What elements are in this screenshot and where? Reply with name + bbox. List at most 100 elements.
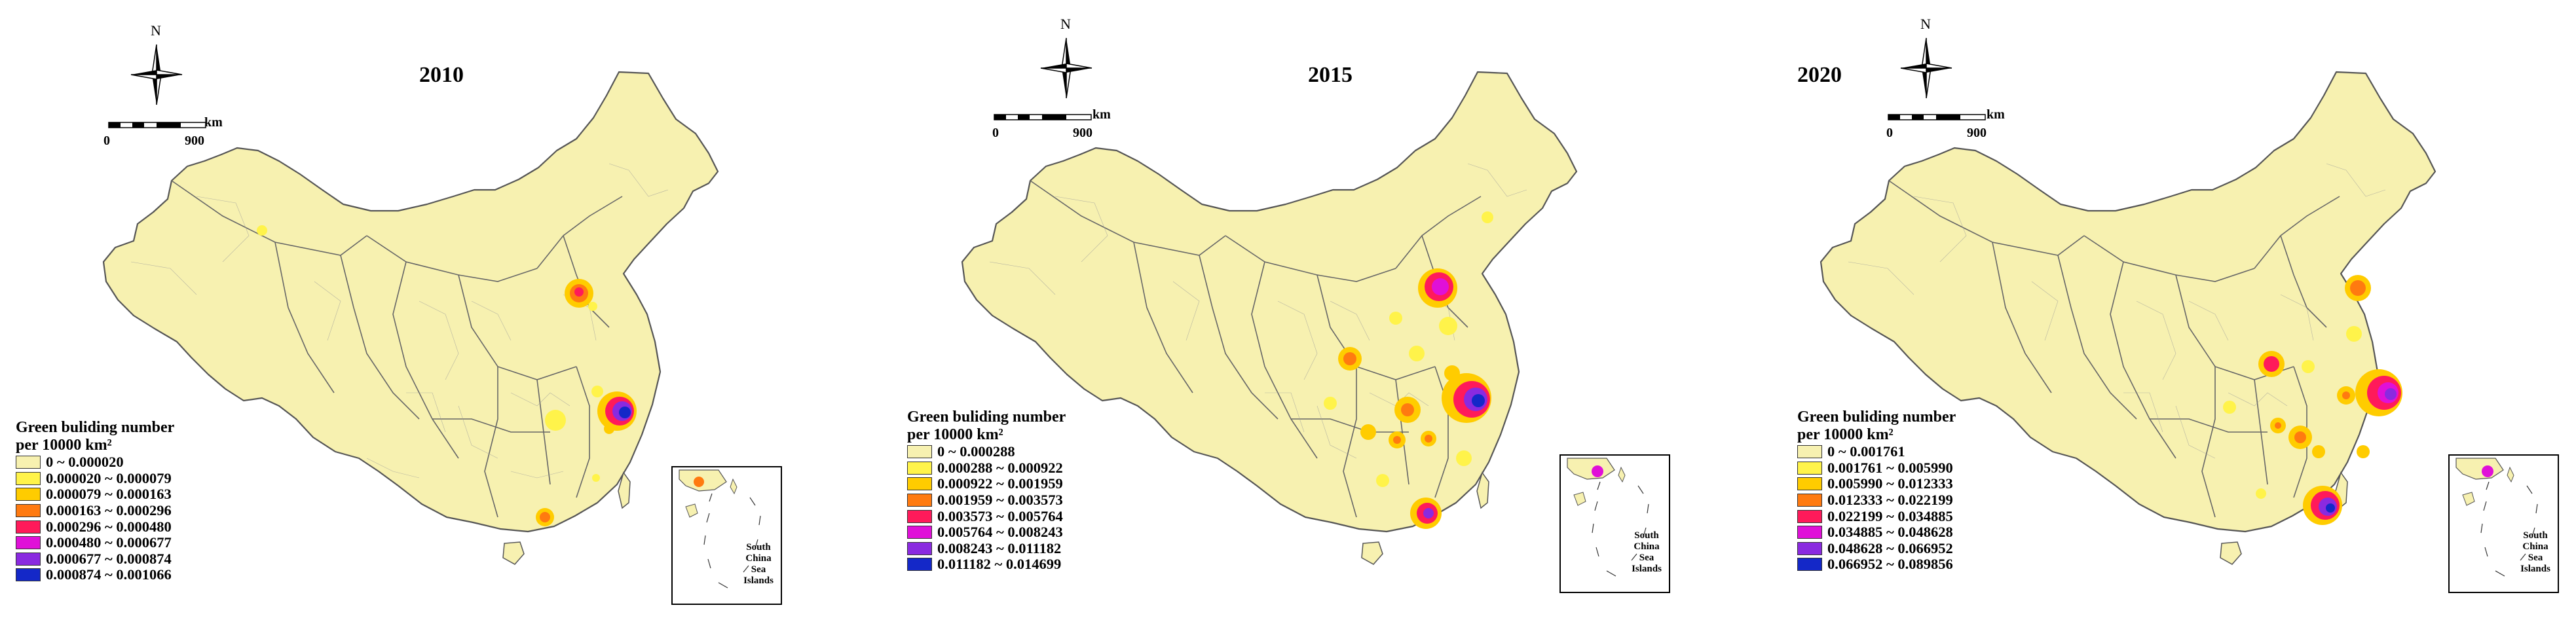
legend-item: 0.005990 ~ 0.012333 [1797, 475, 1956, 492]
legend-label: 0.000480 ~ 0.000677 [46, 534, 172, 551]
legend-swatch [907, 541, 932, 555]
inset-label-line: Islands [1632, 564, 1662, 574]
hotspot-beijing [1418, 268, 1457, 308]
scale-max: 900 [1967, 126, 1987, 140]
legend-label: 0 ~ 0.000020 [46, 454, 124, 471]
taiwan [618, 471, 631, 509]
inset-label-line: South [2523, 530, 2548, 541]
city-boundaries [989, 163, 1527, 459]
china-map-2020 [1820, 71, 2436, 565]
hotspot-guangzhou [536, 508, 554, 526]
legend-swatch [16, 456, 41, 469]
legend-swatch [16, 488, 41, 501]
hotspot-hefei [2337, 386, 2355, 405]
hotspot-changsha [1421, 431, 1436, 446]
legend-item: 0.022199 ~ 0.034885 [1797, 508, 1956, 524]
legend-swatch [907, 558, 932, 572]
legend-item: 0.000874 ~ 0.001066 [16, 566, 174, 583]
legend-item: 0.012333 ~ 0.022199 [1797, 492, 1956, 509]
hotspot-chengdu [2270, 418, 2286, 433]
hotspot-harbin [1482, 211, 1493, 223]
inset-map [679, 469, 761, 589]
hotspot-shanghai [597, 391, 637, 431]
china-map-2010 [102, 71, 719, 565]
hotspot-wuhan [545, 410, 566, 431]
legend-item: 0.000288 ~ 0.000922 [907, 460, 1066, 477]
scale-unit: km [204, 115, 223, 130]
inset-label-line: Sea [2528, 553, 2543, 563]
legend-swatch [1797, 526, 1822, 539]
hotspot-tianjin [588, 302, 597, 311]
legend-swatch [16, 520, 41, 534]
legend-label: 0.000922 ~ 0.001959 [937, 475, 1063, 492]
province-borders [1030, 180, 1482, 518]
inset-label-line: China [1633, 541, 1660, 552]
panel-title: 2010 [419, 63, 464, 87]
legend-label: 0.000296 ~ 0.000480 [46, 518, 172, 535]
legend-swatch [1797, 477, 1822, 491]
north-label: N [151, 22, 161, 39]
legend-swatch [1797, 494, 1822, 507]
legend-item: 0 ~ 0.000288 [907, 443, 1066, 460]
legend-swatch [16, 536, 41, 550]
scale-bar [108, 122, 206, 128]
legend-label: 0.066952 ~ 0.089856 [1827, 556, 1953, 573]
china-map-2015 [961, 71, 1578, 565]
legend-label: 0 ~ 0.000288 [937, 443, 1015, 460]
hotspot-hangzhou [604, 424, 614, 434]
city-boundaries [1848, 163, 2386, 459]
legend-item: 0.066952 ~ 0.089856 [1797, 556, 1956, 573]
hainan [1361, 541, 1383, 565]
legend-title-line1: Green buliding number [907, 408, 1066, 426]
legend-item: 0.001959 ~ 0.003573 [907, 492, 1066, 509]
hotspot-chengdu [1389, 431, 1406, 448]
legend-label: 0.000677 ~ 0.000874 [46, 550, 172, 567]
hotspot-taiyuan [1389, 312, 1402, 325]
legend-label: 0.000020 ~ 0.000079 [46, 469, 172, 486]
legend-label: 0.000288 ~ 0.000922 [937, 459, 1063, 476]
inset-label-line: China [745, 553, 772, 564]
inset-label-line: Islands [2520, 564, 2550, 574]
legend-label: 0.000163 ~ 0.000296 [46, 502, 172, 519]
scale-unit: km [1987, 107, 2005, 122]
legend-swatch [16, 552, 41, 566]
legend-title-line1: Green buliding number [16, 419, 175, 436]
legend-swatch [907, 477, 932, 491]
legend-item: 0.000922 ~ 0.001959 [907, 475, 1066, 492]
map-panel-2015: 2015 N km 0 900 Green buliding number pe… [859, 0, 1717, 635]
map-panel-2020: 2020 N km 0 900 Green buliding number pe… [1717, 0, 2576, 635]
hainan [502, 541, 525, 565]
hotspot-chongqing [1360, 424, 1376, 440]
legend-item: 0 ~ 0.001761 [1797, 443, 1956, 460]
legend-item: 0.001761 ~ 0.005990 [1797, 460, 1956, 477]
hainan [2220, 541, 2242, 565]
legend-swatch [907, 445, 932, 459]
legend-item: 0.000079 ~ 0.000163 [16, 486, 174, 503]
hotspot-jinan [2346, 326, 2362, 342]
north-arrow-icon [1900, 37, 1952, 99]
mainland-outline [1820, 71, 2436, 533]
legend-swatch [1797, 558, 1822, 572]
legend-item: 0.000677 ~ 0.000874 [16, 551, 174, 568]
legend-item: 0.048628 ~ 0.066952 [1797, 540, 1956, 557]
inset-label: South China Sea Islands [1626, 530, 1667, 575]
legend-label: 0.022199 ~ 0.034885 [1827, 507, 1953, 524]
south-china-sea-inset: South China Sea Islands [2448, 454, 2559, 593]
hotspot-hefei [1444, 365, 1460, 381]
legend-swatch [16, 568, 41, 582]
legend-label: 0.000874 ~ 0.001066 [46, 566, 172, 583]
panel-title: 2020 [1797, 63, 1842, 87]
legend-item: 0.008243 ~ 0.011182 [907, 540, 1066, 557]
north-label: N [1060, 16, 1071, 32]
legend-label: 0.012333 ~ 0.022199 [1827, 492, 1953, 509]
legend-label: 0.011182 ~ 0.014699 [937, 556, 1062, 573]
panel-title: 2015 [1308, 63, 1353, 87]
hotspot-nanjing [591, 386, 603, 397]
legend-label: 0.001761 ~ 0.005990 [1827, 459, 1953, 476]
north-label: N [1920, 16, 1931, 32]
legend-item: 0.003573 ~ 0.005764 [907, 508, 1066, 524]
scale-bar [994, 114, 1092, 120]
legend-title-line1: Green buliding number [1797, 408, 1956, 426]
hotspot-zhengzhou [1409, 346, 1425, 361]
legend-swatch [907, 494, 932, 507]
